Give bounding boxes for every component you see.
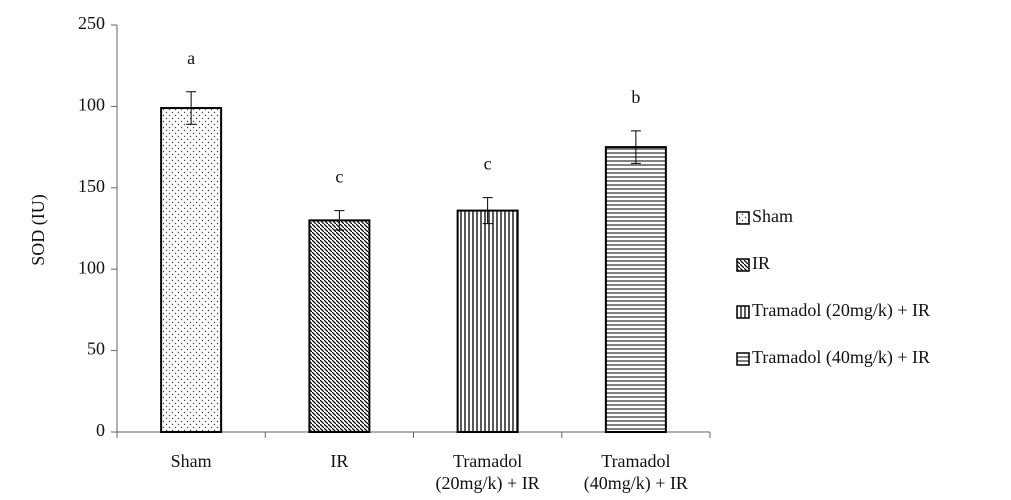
annotation: b — [631, 87, 640, 107]
y-tick-label: 0 — [96, 420, 105, 440]
error-bar — [482, 197, 493, 225]
legend-swatch — [736, 305, 750, 319]
bar — [456, 209, 519, 433]
legend-label: IR — [752, 253, 770, 273]
annotation: c — [484, 154, 492, 174]
x-tick-label: IR — [330, 451, 349, 471]
legend-label: Tramadol (20mg/k) + IR — [752, 300, 930, 321]
legend-label: Tramadol (40mg/k) + IR — [752, 347, 930, 368]
bar — [160, 107, 223, 433]
legend-swatch — [736, 352, 750, 366]
y-axis-label: SOD (IU) — [28, 194, 49, 266]
y-tick-label: 100 — [78, 95, 105, 115]
x-tick-label: Sham — [170, 451, 212, 471]
y-tick-label: 250 — [78, 13, 105, 33]
x-tick-label: Tramadol (40mg/k) + IR — [583, 451, 688, 493]
x-tick-label: Tramadol (20mg/k) + IR — [435, 451, 540, 493]
y-tick-label: 50 — [87, 339, 105, 359]
bar — [604, 146, 667, 433]
error-bar — [334, 210, 345, 231]
y-tick-label: 150 — [78, 176, 105, 196]
bar — [308, 219, 371, 433]
y-tick-label: 100 — [78, 257, 105, 277]
error-bar — [186, 91, 197, 125]
legend-label: Sham — [752, 206, 793, 226]
annotation: a — [187, 48, 195, 68]
error-bar — [630, 130, 641, 164]
legend-swatch — [736, 258, 750, 272]
annotation: c — [335, 167, 343, 187]
legend-swatch — [736, 211, 750, 225]
